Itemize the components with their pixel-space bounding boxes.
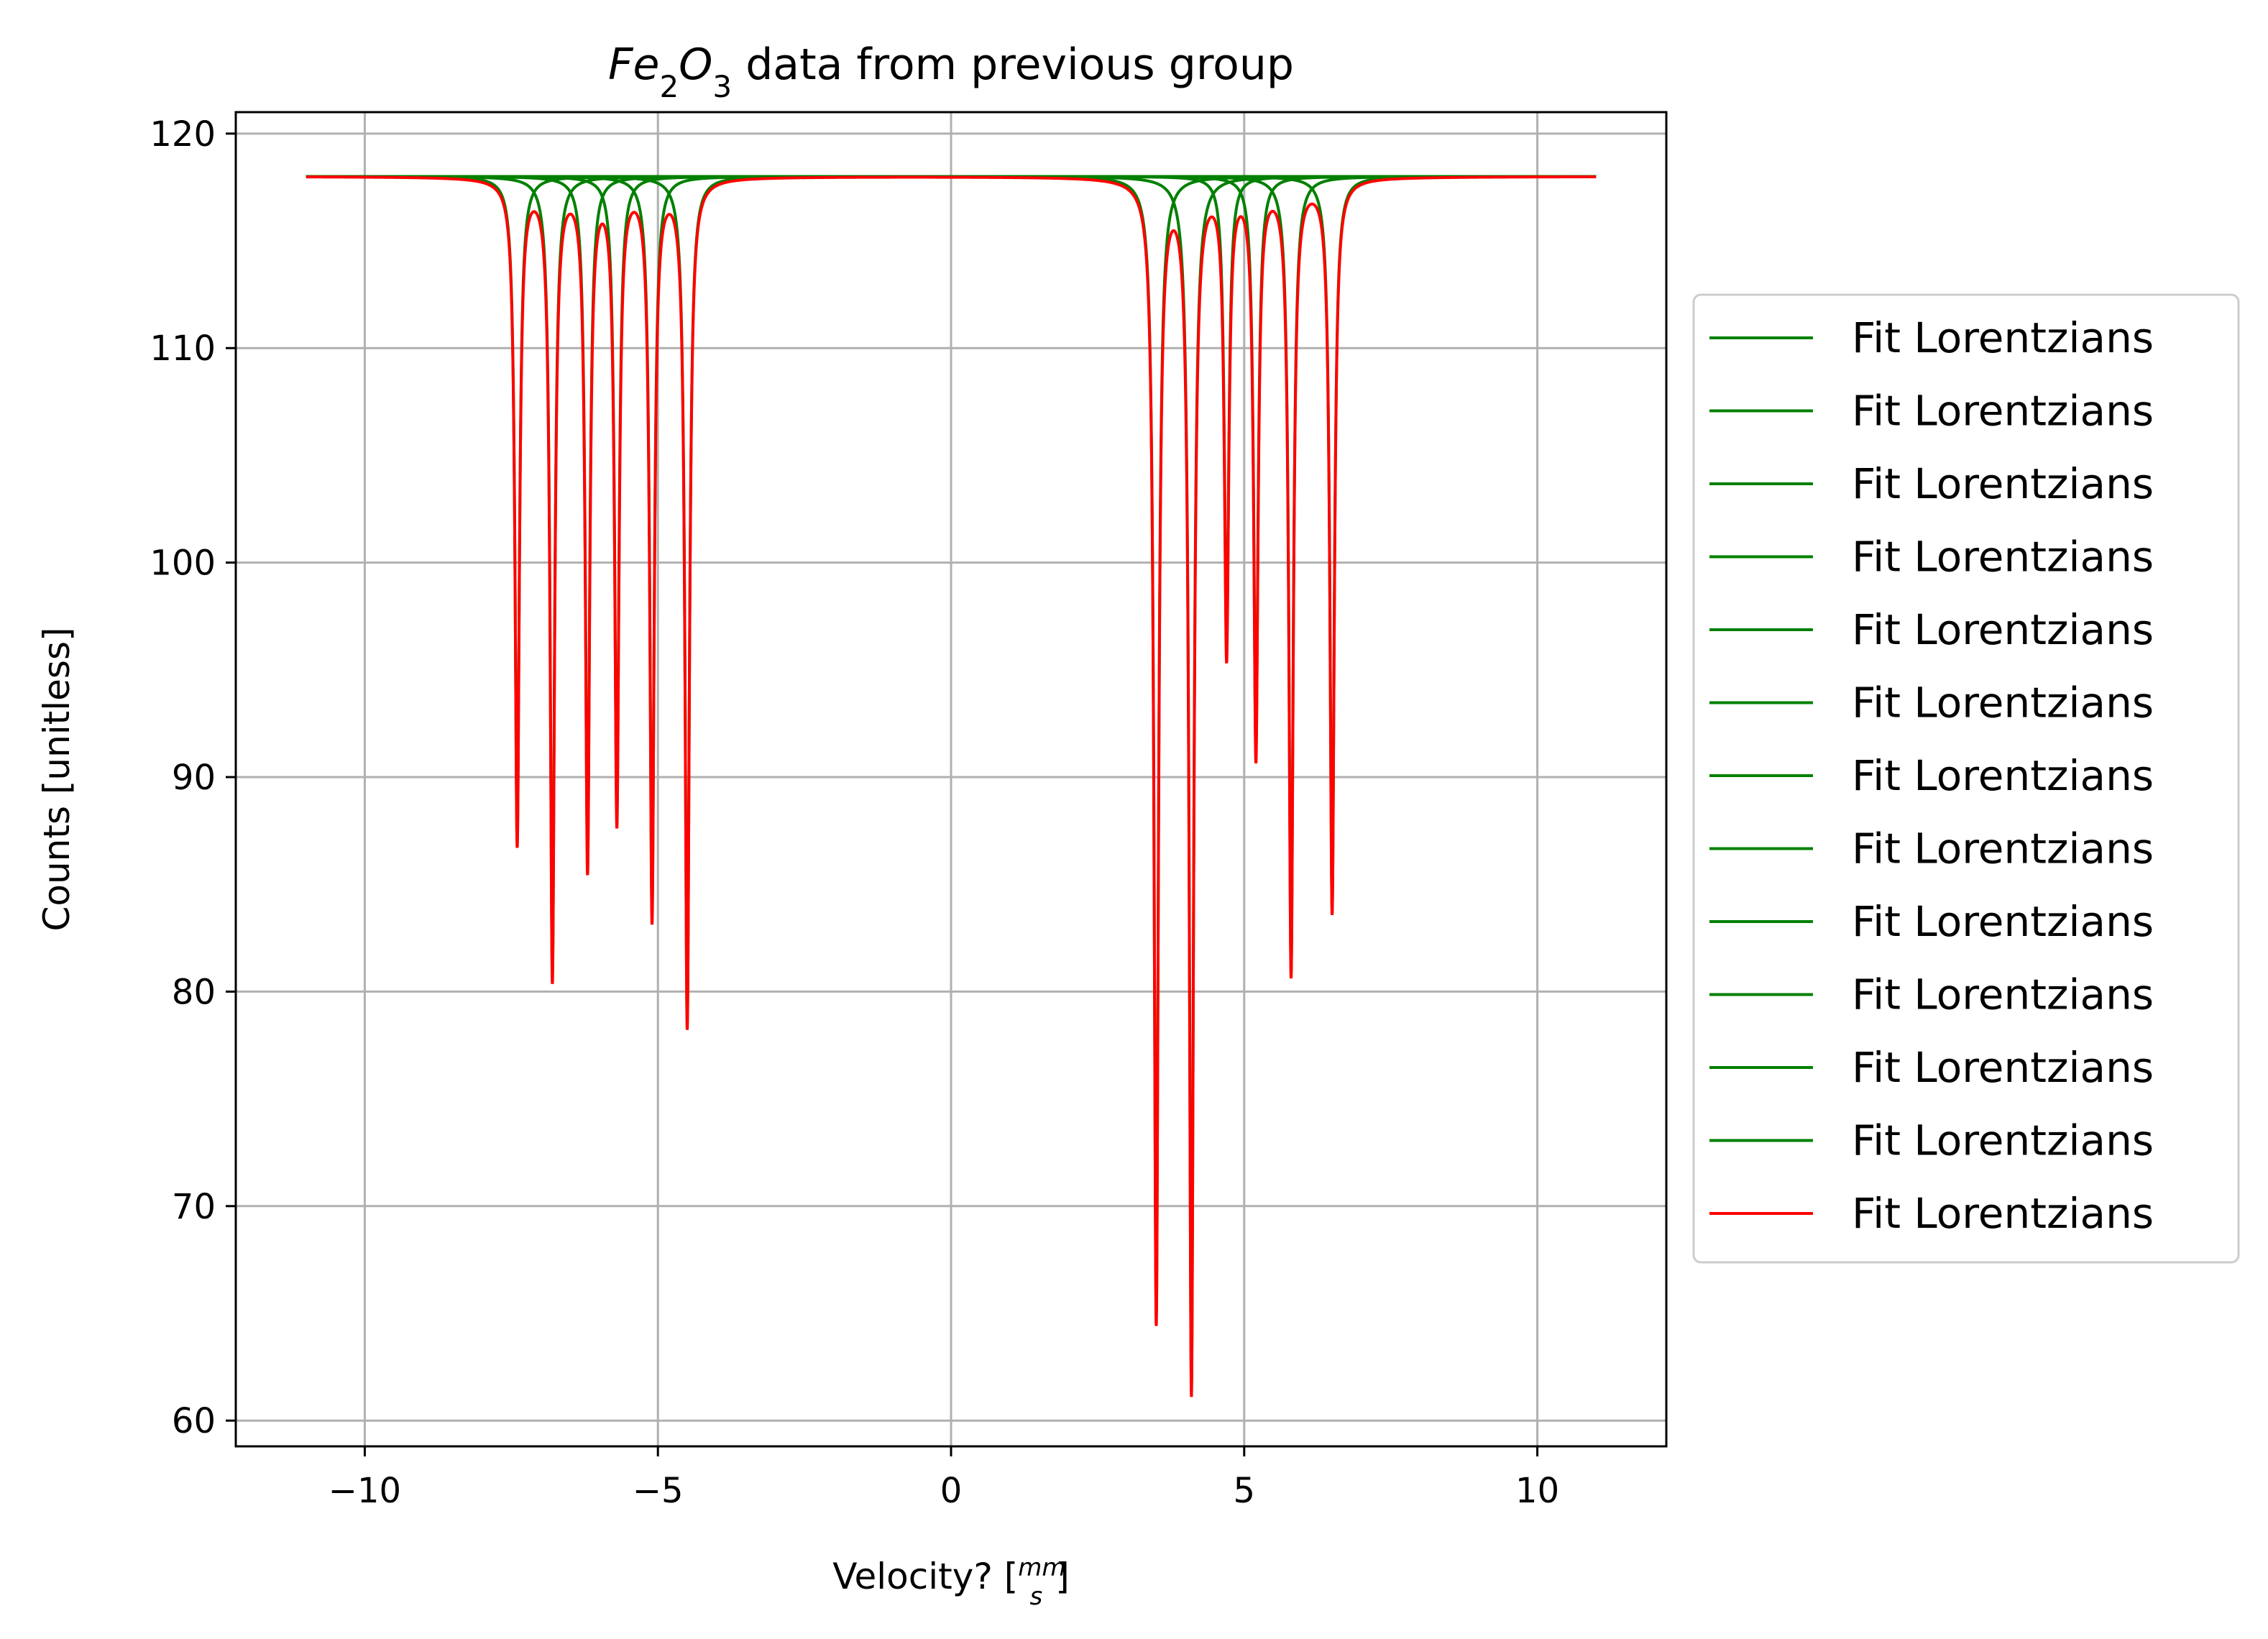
legend-entry: Fit Lorentzians [1852, 1043, 2154, 1092]
legend-entry: Fit Lorentzians [1852, 533, 2154, 582]
legend-entry: Fit Lorentzians [1852, 897, 2154, 946]
title-o: O [679, 40, 712, 90]
title-sub-3: 3 [712, 69, 732, 104]
series-line-total-fit [306, 175, 1597, 1397]
legend-entry: Fit Lorentzians [1852, 459, 2154, 508]
title-sub-2: 2 [659, 69, 679, 104]
grid [236, 112, 1666, 1446]
legend-box [1692, 293, 2240, 1264]
chart-title: Fe2O3 data from previous group [608, 40, 1294, 104]
legend-entry: Fit Lorentzians [1852, 387, 2154, 436]
xlabel-prefix: Velocity? [ [832, 1556, 1018, 1597]
y-tick-label: 100 [150, 543, 216, 584]
xlabel-suffix: ] [1055, 1556, 1070, 1597]
y-tick-label: 70 [172, 1187, 216, 1227]
legend-entry: Fit Lorentzians [1852, 313, 2154, 362]
ticks: −10 −5 0 5 10 60 70 80 90 100 110 120 [150, 114, 1559, 1511]
xlabel-numerator: mm [1018, 1553, 1065, 1582]
title-fe: Fe [608, 40, 659, 90]
legend: Fit Lorentzians Fit Lorentzians Fit Lorent… [1692, 293, 2240, 1264]
legend-entry: Fit Lorentzians [1852, 751, 2154, 800]
y-tick-label: 110 [150, 329, 216, 369]
x-tick-label: −10 [329, 1471, 401, 1511]
y-tick-label: 60 [172, 1401, 216, 1441]
y-tick-label: 90 [172, 758, 216, 798]
x-tick-label: −5 [633, 1471, 684, 1511]
legend-entry: Fit Lorentzians [1852, 1189, 2154, 1238]
y-tick-label: 120 [150, 114, 216, 155]
y-tick-label: 80 [172, 972, 216, 1012]
title-rest: data from previous group [732, 40, 1294, 90]
x-tick-label: 5 [1234, 1471, 1256, 1511]
legend-entry: Fit Lorentzians [1852, 825, 2154, 873]
x-tick-label: 0 [940, 1471, 963, 1511]
legend-entry: Fit Lorentzians [1852, 970, 2154, 1019]
xlabel-denominator: s [1030, 1582, 1043, 1611]
legend-entry: Fit Lorentzians [1852, 679, 2154, 727]
y-axis-label: Counts [unitless] [36, 627, 78, 931]
x-tick-label: 10 [1515, 1471, 1559, 1511]
legend-entry: Fit Lorentzians [1852, 605, 2154, 654]
series-layer [306, 175, 1597, 1397]
x-axis-label: Velocity? [mm s] [832, 1553, 1070, 1611]
legend-entry: Fit Lorentzians [1852, 1116, 2154, 1165]
